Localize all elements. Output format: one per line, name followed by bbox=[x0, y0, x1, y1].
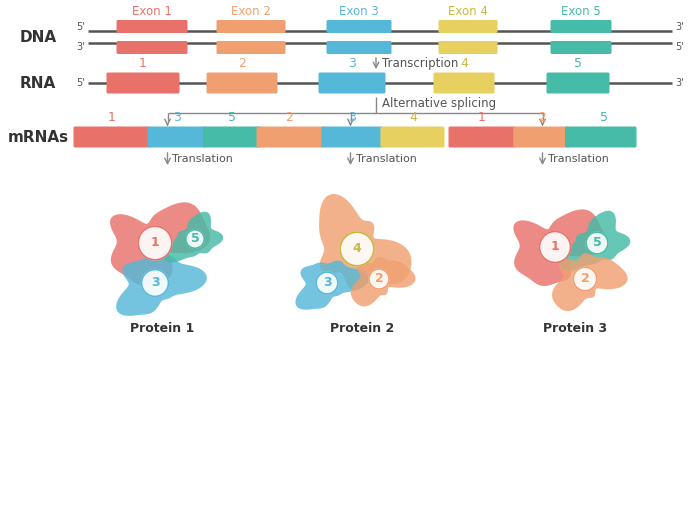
Text: 1: 1 bbox=[551, 241, 559, 254]
Text: Translation: Translation bbox=[356, 154, 416, 164]
FancyBboxPatch shape bbox=[326, 41, 391, 54]
Text: 2: 2 bbox=[580, 272, 589, 286]
FancyBboxPatch shape bbox=[206, 72, 277, 93]
Text: Protein 1: Protein 1 bbox=[130, 322, 194, 336]
FancyBboxPatch shape bbox=[550, 41, 612, 54]
Text: 3: 3 bbox=[150, 277, 160, 290]
Text: 3': 3' bbox=[675, 22, 684, 32]
Text: Protein 2: Protein 2 bbox=[330, 322, 394, 336]
Text: Alternative splicing: Alternative splicing bbox=[382, 96, 496, 109]
Text: 1: 1 bbox=[150, 237, 160, 250]
Text: Translation: Translation bbox=[547, 154, 608, 164]
Circle shape bbox=[138, 226, 172, 260]
FancyBboxPatch shape bbox=[565, 127, 636, 147]
Text: 5': 5' bbox=[76, 78, 85, 88]
FancyBboxPatch shape bbox=[216, 41, 286, 54]
Text: 5: 5 bbox=[190, 232, 199, 245]
FancyBboxPatch shape bbox=[321, 127, 384, 147]
Text: 3: 3 bbox=[349, 111, 356, 124]
Circle shape bbox=[141, 269, 169, 296]
Polygon shape bbox=[560, 210, 630, 271]
Circle shape bbox=[316, 272, 338, 294]
Polygon shape bbox=[513, 209, 606, 286]
Text: 2: 2 bbox=[538, 111, 547, 124]
Circle shape bbox=[369, 269, 389, 289]
Text: 5: 5 bbox=[574, 57, 582, 70]
FancyBboxPatch shape bbox=[550, 20, 612, 33]
FancyBboxPatch shape bbox=[547, 72, 610, 93]
Polygon shape bbox=[110, 202, 210, 285]
FancyBboxPatch shape bbox=[148, 127, 206, 147]
FancyBboxPatch shape bbox=[216, 20, 286, 33]
Text: 5: 5 bbox=[593, 237, 601, 250]
Text: 2: 2 bbox=[374, 272, 384, 286]
FancyBboxPatch shape bbox=[433, 72, 494, 93]
FancyBboxPatch shape bbox=[438, 20, 498, 33]
FancyBboxPatch shape bbox=[381, 127, 444, 147]
Text: 3': 3' bbox=[76, 42, 85, 52]
FancyBboxPatch shape bbox=[116, 41, 188, 54]
FancyBboxPatch shape bbox=[449, 127, 517, 147]
Text: 3: 3 bbox=[173, 111, 181, 124]
Text: 4: 4 bbox=[460, 57, 468, 70]
FancyBboxPatch shape bbox=[438, 41, 498, 54]
Circle shape bbox=[573, 267, 597, 291]
FancyBboxPatch shape bbox=[74, 127, 150, 147]
Circle shape bbox=[540, 231, 570, 263]
Text: 3: 3 bbox=[323, 277, 331, 290]
Text: Transcription: Transcription bbox=[382, 56, 458, 69]
Text: 4: 4 bbox=[353, 242, 361, 255]
FancyBboxPatch shape bbox=[318, 72, 386, 93]
Circle shape bbox=[340, 232, 374, 266]
Text: 1: 1 bbox=[139, 57, 147, 70]
FancyBboxPatch shape bbox=[203, 127, 262, 147]
Text: Translation: Translation bbox=[172, 154, 233, 164]
Text: 3': 3' bbox=[675, 78, 684, 88]
FancyBboxPatch shape bbox=[326, 20, 391, 33]
FancyBboxPatch shape bbox=[116, 20, 188, 33]
Text: RNA: RNA bbox=[20, 76, 56, 91]
Text: 1: 1 bbox=[108, 111, 116, 124]
Polygon shape bbox=[351, 257, 416, 306]
Text: Exon 2: Exon 2 bbox=[231, 5, 271, 18]
Text: 5': 5' bbox=[76, 22, 85, 32]
Text: Exon 3: Exon 3 bbox=[339, 5, 379, 18]
Polygon shape bbox=[295, 260, 369, 309]
Text: mRNAs: mRNAs bbox=[8, 130, 69, 144]
Circle shape bbox=[186, 230, 204, 248]
Polygon shape bbox=[552, 253, 628, 311]
FancyBboxPatch shape bbox=[513, 127, 568, 147]
Text: DNA: DNA bbox=[20, 30, 57, 44]
Text: 5: 5 bbox=[228, 111, 237, 124]
Text: 2: 2 bbox=[238, 57, 246, 70]
Text: 5': 5' bbox=[675, 42, 684, 52]
Text: 1: 1 bbox=[477, 111, 485, 124]
Text: 3: 3 bbox=[348, 57, 356, 70]
Text: Exon 5: Exon 5 bbox=[561, 5, 601, 18]
Polygon shape bbox=[164, 212, 223, 263]
Polygon shape bbox=[116, 255, 206, 316]
FancyBboxPatch shape bbox=[106, 72, 179, 93]
Text: Exon 1: Exon 1 bbox=[132, 5, 172, 18]
Text: Exon 4: Exon 4 bbox=[448, 5, 488, 18]
Text: 2: 2 bbox=[286, 111, 293, 124]
Text: Protein 3: Protein 3 bbox=[543, 322, 607, 336]
FancyBboxPatch shape bbox=[256, 127, 324, 147]
Polygon shape bbox=[319, 194, 412, 290]
Text: 4: 4 bbox=[410, 111, 417, 124]
Text: 5: 5 bbox=[599, 111, 608, 124]
Circle shape bbox=[586, 232, 608, 254]
